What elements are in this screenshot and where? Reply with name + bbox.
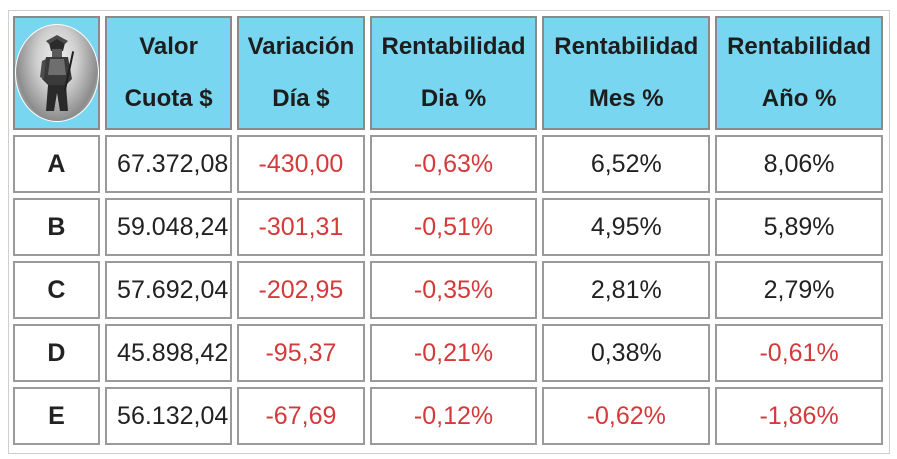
variacion-dia-cell: -95,37	[237, 324, 365, 382]
col-header-valor-cuota: Valor Cuota $	[104, 16, 233, 130]
col-header-line1: Valor	[139, 33, 198, 60]
variacion-dia-cell: -202,95	[237, 261, 365, 319]
variacion-dia-cell: -301,31	[237, 198, 365, 256]
samurai-warrior-icon	[15, 24, 99, 122]
table-row: E 56.132,04 -67,69 -0,12% -0,62% -1,86%	[13, 387, 883, 445]
fund-table-frame: Valor Cuota $ Variación Día $ Rentabilid…	[8, 10, 890, 454]
valor-cuota-cell: 59.048,24	[104, 198, 233, 256]
col-header-line2: Año %	[761, 85, 837, 112]
valor-cuota-cell: 56.132,04	[104, 387, 233, 445]
rentabilidad-anio-cell: -1,86%	[715, 387, 883, 445]
rentabilidad-mes-cell: -0,62%	[542, 387, 711, 445]
col-header-line2: Dia %	[420, 85, 487, 112]
variacion-dia-cell: -430,00	[237, 135, 365, 193]
rentabilidad-mes-cell: 2,81%	[542, 261, 711, 319]
rentabilidad-mes-cell: 4,95%	[542, 198, 711, 256]
variacion-dia-cell: -67,69	[237, 387, 365, 445]
col-header-variacion-dia: Variación Día $	[237, 16, 365, 130]
row-key-cell: B	[13, 198, 100, 256]
table-row: C 57.692,04 -202,95 -0,35% 2,81% 2,79%	[13, 261, 883, 319]
col-header-line1: Rentabilidad	[381, 33, 526, 60]
col-header-rentabilidad-mes: Rentabilidad Mes %	[542, 16, 711, 130]
rentabilidad-dia-cell: -0,63%	[369, 135, 538, 193]
table-header-row: Valor Cuota $ Variación Día $ Rentabilid…	[13, 16, 883, 130]
valor-cuota-cell: 57.692,04	[104, 261, 233, 319]
row-key-cell: D	[13, 324, 100, 382]
rentabilidad-dia-cell: -0,21%	[369, 324, 538, 382]
valor-cuota-cell: 67.372,08	[104, 135, 233, 193]
col-header-rentabilidad-dia: Rentabilidad Dia %	[369, 16, 538, 130]
valor-cuota-cell: 45.898,42	[104, 324, 233, 382]
row-key-cell: E	[13, 387, 100, 445]
row-key-cell: C	[13, 261, 100, 319]
table-row: A 67.372,08 -430,00 -0,63% 6,52% 8,06%	[13, 135, 883, 193]
rentabilidad-dia-cell: -0,12%	[369, 387, 538, 445]
rentabilidad-anio-cell: -0,61%	[715, 324, 883, 382]
table-row: D 45.898,42 -95,37 -0,21% 0,38% -0,61%	[13, 324, 883, 382]
col-header-line1: Rentabilidad	[727, 33, 872, 60]
rentabilidad-mes-cell: 6,52%	[542, 135, 711, 193]
rentabilidad-mes-cell: 0,38%	[542, 324, 711, 382]
col-header-line2: Día $	[272, 85, 330, 112]
col-header-rentabilidad-anio: Rentabilidad Año %	[715, 16, 883, 130]
rentabilidad-anio-cell: 8,06%	[715, 135, 883, 193]
rentabilidad-anio-cell: 2,79%	[715, 261, 883, 319]
logo-cell	[13, 16, 100, 130]
rentabilidad-dia-cell: -0,35%	[369, 261, 538, 319]
table-row: B 59.048,24 -301,31 -0,51% 4,95% 5,89%	[13, 198, 883, 256]
fund-returns-table: Valor Cuota $ Variación Día $ Rentabilid…	[8, 11, 888, 450]
rentabilidad-dia-cell: -0,51%	[369, 198, 538, 256]
col-header-line1: Variación	[247, 33, 355, 60]
col-header-line1: Rentabilidad	[554, 33, 699, 60]
col-header-line2: Cuota $	[124, 85, 213, 112]
rentabilidad-anio-cell: 5,89%	[715, 198, 883, 256]
col-header-line2: Mes %	[588, 85, 664, 112]
row-key-cell: A	[13, 135, 100, 193]
